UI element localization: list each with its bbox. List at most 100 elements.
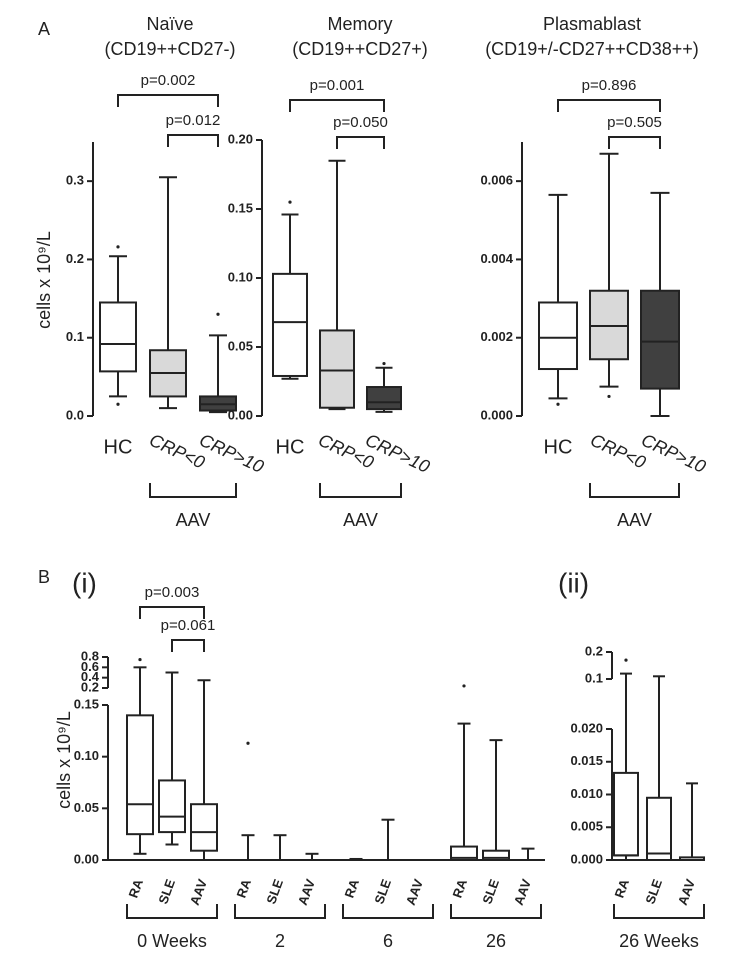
box — [640, 289, 680, 390]
outlier — [216, 312, 220, 316]
subpanel-label: (ii) — [558, 567, 589, 598]
group-bracket — [342, 904, 434, 919]
y-tick-label: 0.00 — [228, 407, 253, 422]
outlier — [382, 361, 386, 366]
significance-bracket — [167, 134, 219, 147]
y-tick-label: 0.05 — [228, 338, 253, 353]
group-label: AAV — [343, 510, 378, 530]
x-tick-label: RA — [126, 877, 147, 900]
outlier — [624, 658, 628, 662]
x-tick-label: SLE — [479, 877, 502, 906]
group-label: 2 — [275, 931, 285, 951]
box — [613, 771, 639, 857]
outlier — [116, 402, 120, 406]
group-bracket — [126, 904, 218, 919]
group-label: 26 — [486, 931, 506, 951]
significance-bracket — [139, 606, 205, 619]
group-bracket — [613, 904, 705, 919]
p-value: p=0.012 — [166, 112, 221, 129]
y-tick-label: 0.0 — [66, 407, 84, 422]
y-tick-label: 0.1 — [66, 329, 84, 344]
chart-title: Naïve — [146, 14, 193, 34]
box — [126, 714, 154, 836]
p-value: p=0.003 — [145, 584, 200, 601]
y-tick-label: 0.10 — [74, 748, 99, 763]
x-tick-label: RA — [612, 877, 633, 900]
y-tick-label: 0.1 — [585, 670, 603, 685]
y-tick-label: 0.20 — [228, 131, 253, 146]
x-tick-label: HC — [276, 436, 305, 458]
x-tick-label: AAV — [675, 877, 698, 907]
x-tick-label: HC — [104, 436, 133, 458]
x-tick-label: CRP<0 — [587, 430, 648, 473]
outlier — [462, 684, 466, 688]
chart-title: Plasmablast — [543, 14, 641, 34]
group-bracket — [234, 904, 326, 919]
y-tick-label: 0.2 — [585, 643, 603, 658]
group-label: AAV — [176, 510, 211, 530]
p-value: p=0.061 — [161, 617, 216, 634]
outlier — [138, 657, 142, 662]
y-tick-label: 0.004 — [480, 251, 513, 266]
box — [538, 301, 578, 371]
group-bracket — [450, 904, 542, 919]
significance-bracket — [608, 136, 661, 149]
x-tick-label: CRP>10 — [638, 430, 709, 477]
y-tick-label: 0.2 — [66, 251, 84, 266]
chart-subtitle: (CD19+/-CD27++CD38++) — [485, 39, 699, 59]
x-tick-label: SLE — [155, 877, 178, 906]
x-tick-label: AAV — [295, 877, 318, 907]
y-tick-label: 0.002 — [480, 329, 513, 344]
box — [319, 329, 355, 409]
group-label: 26 Weeks — [619, 931, 699, 951]
y-tick-label: 0.015 — [570, 753, 603, 768]
p-value: p=0.896 — [582, 77, 637, 94]
y-tick-label: 0.2 — [81, 679, 99, 694]
x-tick-label: AAV — [511, 877, 534, 907]
y-axis-label: cells x 10⁹/L — [34, 231, 54, 329]
y-tick-label: 0.000 — [480, 407, 513, 422]
group-bracket — [149, 483, 237, 498]
chart-subtitle: (CD19++CD27+) — [292, 39, 428, 59]
x-tick-label: SLE — [642, 877, 665, 906]
group-label: 6 — [383, 931, 393, 951]
significance-bracket — [557, 99, 661, 112]
y-tick-label: 0.6 — [81, 659, 99, 674]
significance-bracket — [289, 99, 385, 112]
y-tick-label: 0.4 — [81, 669, 100, 684]
box — [272, 272, 308, 377]
x-tick-label: AAV — [403, 877, 426, 907]
p-value: p=0.050 — [333, 114, 388, 131]
y-tick-label: 0.00 — [74, 851, 99, 866]
p-value: p=0.001 — [310, 77, 365, 94]
outlier — [246, 741, 250, 745]
y-tick-label: 0.020 — [570, 720, 603, 735]
chart-title: Memory — [327, 14, 392, 34]
box — [158, 779, 186, 834]
y-tick-label: 0.3 — [66, 173, 84, 188]
y-axis-label: cells x 10⁹/L — [54, 711, 74, 809]
x-tick-label: CRP<0 — [146, 430, 207, 473]
x-tick-label: RA — [450, 877, 471, 900]
y-tick-label: 0.000 — [570, 851, 603, 866]
x-tick-label: SLE — [263, 877, 286, 906]
outlier — [556, 402, 560, 406]
y-tick-label: 0.10 — [228, 269, 253, 284]
box — [99, 301, 137, 373]
y-tick-label: 0.15 — [74, 696, 99, 711]
y-tick-label: 0.006 — [480, 173, 513, 188]
y-tick-label: 0.05 — [74, 800, 99, 815]
group-bracket — [319, 483, 402, 498]
group-label: 0 Weeks — [137, 931, 207, 951]
box — [366, 386, 402, 411]
significance-bracket — [117, 94, 219, 107]
subpanel-label: (i) — [72, 567, 97, 598]
box — [646, 796, 672, 862]
outlier — [116, 245, 120, 249]
chart-subtitle: (CD19++CD27-) — [104, 39, 235, 59]
box — [450, 845, 478, 861]
x-tick-label: SLE — [371, 877, 394, 906]
group-bracket — [589, 483, 680, 498]
y-tick-label: 0.15 — [228, 200, 253, 215]
